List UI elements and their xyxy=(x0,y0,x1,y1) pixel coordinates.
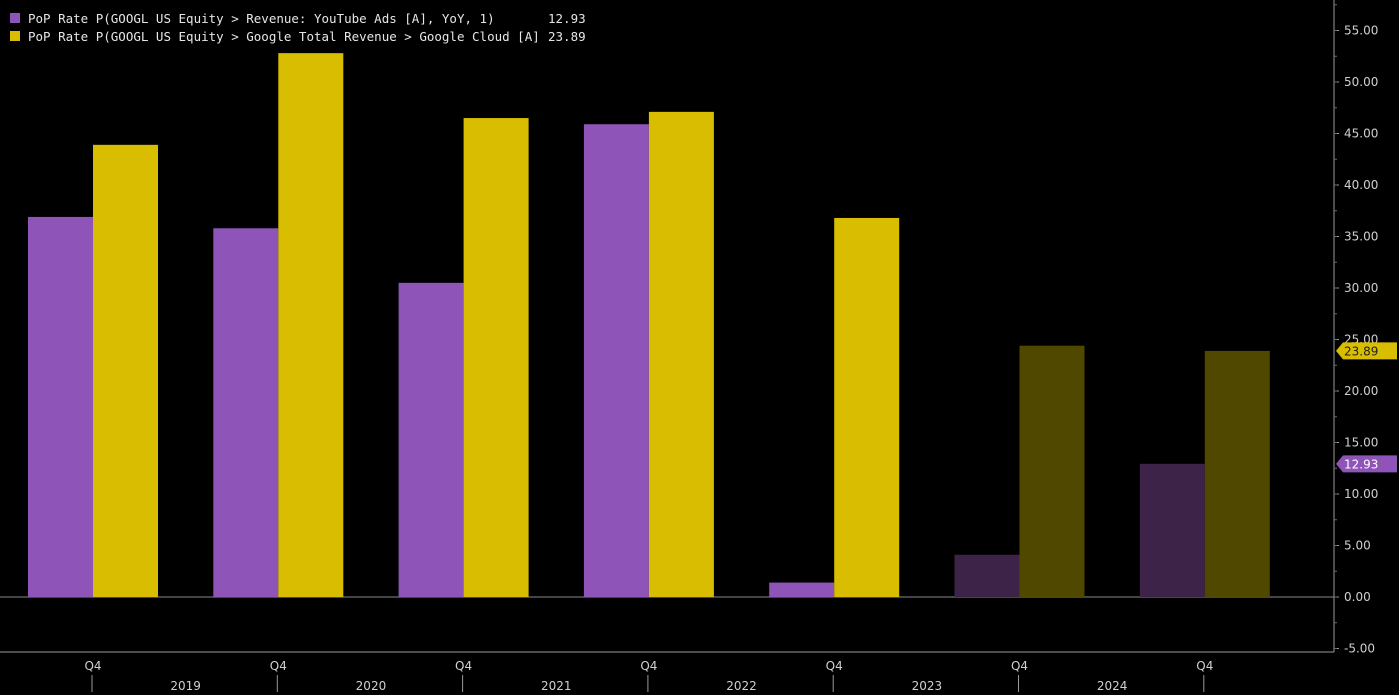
bar-google-cloud-1[interactable] xyxy=(278,53,344,598)
last-value-label: 23.89 xyxy=(1344,344,1378,358)
bar-youtube-ads-2[interactable] xyxy=(398,282,464,597)
x-tick-label-year: 2022 xyxy=(726,679,757,693)
y-tick-label: 10.00 xyxy=(1344,487,1378,501)
legend-item-google-cloud[interactable]: PoP Rate P(GOOGL US Equity > Google Tota… xyxy=(10,27,610,45)
x-tick-label-year: 2020 xyxy=(356,679,387,693)
x-tick-label-quarter: Q4 xyxy=(455,659,472,673)
x-tick-label-quarter: Q4 xyxy=(270,659,287,673)
last-value-marker-1 xyxy=(1336,455,1397,473)
bar-google-cloud-3[interactable] xyxy=(648,111,714,598)
y-tick-label: 15.00 xyxy=(1344,436,1378,450)
bar-youtube-ads-5[interactable] xyxy=(954,554,1020,597)
bar-youtube-ads-6[interactable] xyxy=(1139,463,1205,597)
x-tick-label-year: 2021 xyxy=(541,679,572,693)
legend-item-youtube-ads[interactable]: PoP Rate P(GOOGL US Equity > Revenue: Yo… xyxy=(10,9,610,27)
y-tick-label: 50.00 xyxy=(1344,75,1378,89)
x-tick-label-year: 2023 xyxy=(912,679,943,693)
x-tick-label-year: 2024 xyxy=(1097,679,1128,693)
x-tick-label-quarter: Q4 xyxy=(640,659,657,673)
legend-value-youtube-ads: 12.93 xyxy=(548,10,586,26)
chart-legend: PoP Rate P(GOOGL US Equity > Revenue: Yo… xyxy=(10,9,610,45)
last-value-label: 12.93 xyxy=(1344,457,1378,471)
last-value-marker-0 xyxy=(1336,342,1397,360)
legend-swatch-google-cloud xyxy=(10,31,20,41)
y-tick-label: 0.00 xyxy=(1344,590,1371,604)
x-tick-label-quarter: Q4 xyxy=(84,659,101,673)
y-tick-label: 20.00 xyxy=(1344,384,1378,398)
x-tick-label-quarter: Q4 xyxy=(1011,659,1028,673)
bar-google-cloud-2[interactable] xyxy=(463,118,529,598)
x-tick-label-quarter: Q4 xyxy=(826,659,843,673)
bar-youtube-ads-1[interactable] xyxy=(213,228,279,597)
bar-google-cloud-5[interactable] xyxy=(1019,345,1085,597)
bar-youtube-ads-3[interactable] xyxy=(583,124,649,597)
bar-google-cloud-4[interactable] xyxy=(834,217,900,597)
y-tick-label: 45.00 xyxy=(1344,127,1378,141)
x-tick-label-quarter: Q4 xyxy=(1196,659,1213,673)
bar-youtube-ads-4[interactable] xyxy=(769,582,835,597)
bar-youtube-ads-0[interactable] xyxy=(28,216,93,597)
bar-google-cloud-0[interactable] xyxy=(93,144,158,597)
x-tick-label-year: 2019 xyxy=(170,679,201,693)
legend-swatch-youtube-ads xyxy=(10,13,20,23)
bar-google-cloud-6[interactable] xyxy=(1204,350,1270,597)
y-tick-label: 35.00 xyxy=(1344,230,1378,244)
y-tick-label: 55.00 xyxy=(1344,24,1378,38)
legend-label-youtube-ads: PoP Rate P(GOOGL US Equity > Revenue: Yo… xyxy=(28,10,495,26)
y-tick-label: 40.00 xyxy=(1344,178,1378,192)
legend-value-google-cloud: 23.89 xyxy=(548,28,586,44)
legend-label-google-cloud: PoP Rate P(GOOGL US Equity > Google Tota… xyxy=(28,28,540,44)
y-tick-label: 5.00 xyxy=(1344,539,1371,553)
y-tick-label: -5.00 xyxy=(1344,642,1375,656)
y-tick-label: 30.00 xyxy=(1344,281,1378,295)
